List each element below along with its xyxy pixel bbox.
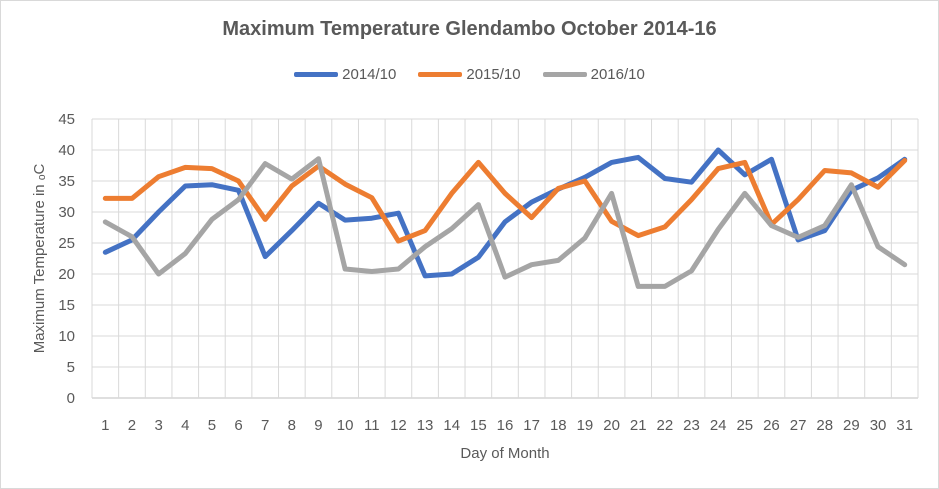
x-tick-label: 11 (364, 417, 380, 434)
y-tick-label: 0 (67, 390, 75, 407)
x-tick-label: 6 (234, 417, 242, 434)
x-tick-label: 12 (390, 417, 407, 434)
x-tick-label: 20 (603, 417, 620, 434)
chart-gridlines (91, 118, 919, 399)
x-tick-label: 19 (577, 417, 594, 434)
x-tick-label: 3 (154, 417, 162, 434)
y-axis-title: Maximum Temperature in ₒC (31, 164, 48, 354)
series-line-3 (102, 156, 908, 289)
x-tick-label: 9 (314, 417, 322, 434)
x-tick-label: 31 (896, 417, 913, 434)
legend-swatch-series-2 (418, 72, 463, 77)
x-tick-label: 17 (523, 417, 540, 434)
x-tick-label: 8 (288, 417, 296, 434)
x-tick-label: 7 (261, 417, 269, 434)
x-tick-label: 24 (710, 417, 727, 434)
legend-swatch-series-1 (294, 72, 339, 77)
x-tick-label: 14 (443, 417, 460, 434)
x-tick-label: 21 (630, 417, 647, 434)
x-tick-label: 23 (683, 417, 700, 434)
y-tick-label: 35 (58, 173, 75, 190)
y-axis-ticks: 0 5 10 15 20 25 30 35 40 45 (58, 111, 75, 407)
legend-item-series-3[interactable]: 2016/10 (542, 66, 645, 83)
x-tick-label: 29 (843, 417, 860, 434)
legend-label-series-1: 2014/10 (342, 66, 397, 83)
chart-title: Maximum Temperature Glendambo October 20… (222, 18, 717, 40)
x-axis-ticks: 1 2 3 4 5 6 7 8 9 10 11 12 13 14 15 16 17 18 19 20 21 22 23 24 2… (101, 417, 913, 434)
x-axis-title: Day of Month (460, 445, 549, 462)
legend-item-series-2[interactable]: 2015/10 (418, 66, 521, 83)
y-tick-label: 5 (67, 359, 75, 376)
y-tick-label: 10 (58, 328, 75, 345)
x-tick-label: 13 (417, 417, 434, 434)
x-tick-label: 4 (181, 417, 189, 434)
y-tick-label: 15 (58, 297, 75, 314)
y-tick-label: 40 (58, 142, 75, 159)
chart-series-lines (102, 147, 908, 289)
x-tick-label: 10 (337, 417, 354, 434)
x-tick-label: 22 (657, 417, 674, 434)
series-line-1 (102, 147, 908, 279)
x-tick-label: 18 (550, 417, 567, 434)
x-tick-label: 25 (736, 417, 753, 434)
y-tick-label: 20 (58, 266, 75, 283)
x-tick-label: 15 (470, 417, 487, 434)
legend-item-series-1[interactable]: 2014/10 (294, 66, 396, 83)
x-tick-label: 30 (870, 417, 887, 434)
x-tick-label: 5 (208, 417, 216, 434)
legend-label-series-2: 2015/10 (466, 66, 521, 83)
y-tick-label: 45 (58, 111, 75, 128)
x-tick-label: 27 (790, 417, 807, 434)
x-tick-label: 28 (816, 417, 833, 434)
chart-legend: 2014/10 2015/10 2016/10 (0, 66, 939, 83)
x-tick-label: 16 (497, 417, 514, 434)
x-tick-label: 26 (763, 417, 780, 434)
x-tick-label: 2 (128, 417, 136, 434)
y-tick-label: 25 (58, 235, 75, 252)
legend-swatch-series-3 (542, 72, 587, 77)
x-tick-label: 1 (101, 417, 109, 434)
y-tick-label: 30 (58, 204, 75, 221)
legend-label-series-3: 2016/10 (590, 66, 645, 83)
